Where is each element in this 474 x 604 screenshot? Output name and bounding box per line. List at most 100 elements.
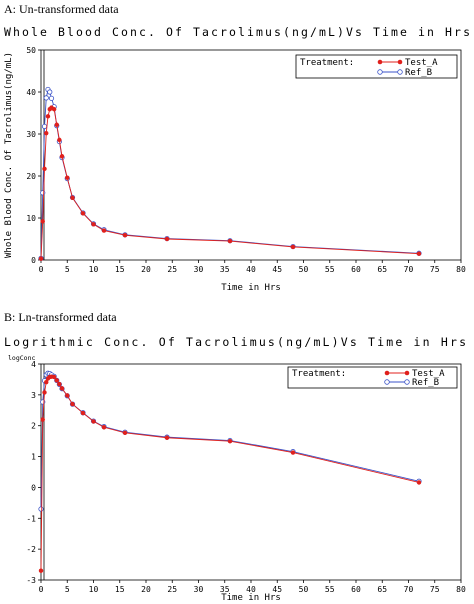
panel-b-y-tick-label: 1 xyxy=(31,453,36,462)
panel-a-x-tick-label: 30 xyxy=(194,265,204,274)
panel-b-x-tick-label: 50 xyxy=(299,585,309,594)
panel-a-x-tick-label: 60 xyxy=(351,265,361,274)
panel-b-x-tick-label: 5 xyxy=(65,585,70,594)
panel-a-legend-marker-test xyxy=(397,59,403,65)
panel-a-point-ref xyxy=(41,123,48,130)
panel-a-point-ref xyxy=(43,95,49,101)
panel-b-title: Logrithmic Conc. Of Tacrolimus(ng/mL)Vs … xyxy=(4,335,466,349)
panel-b-point-test xyxy=(44,380,49,385)
panel-a-legend: Treatment: Test_A Ref_B xyxy=(295,54,458,79)
panel-a-legend-label-test: Test_A xyxy=(405,58,438,68)
panel-a-x-tick-label: 0 xyxy=(39,265,44,274)
panel-a-point-test xyxy=(65,175,70,180)
panel-b-y-tick-label: 0 xyxy=(31,483,36,492)
panel-a-x-tick-label: 50 xyxy=(299,265,309,274)
panel-a-point-test xyxy=(416,251,422,256)
panel-a-legend-marker-test xyxy=(377,59,383,65)
panel-b-point-test xyxy=(290,450,296,455)
panel-b-legend: Treatment: Test_A Ref_B xyxy=(287,366,458,389)
panel-a-point-ref xyxy=(48,95,55,101)
panel-a-point-test xyxy=(290,244,296,250)
panel-b-point-test xyxy=(122,430,128,436)
panel-a-series-line-test xyxy=(40,106,420,259)
panel-a-point-test xyxy=(42,166,47,172)
panel-a-point-test xyxy=(51,107,57,112)
panel-a-y-tick-label: 50 xyxy=(26,46,36,55)
panel-a-point-test xyxy=(80,211,86,216)
panel-b: B: Ln-transformed data Logrithmic Conc. … xyxy=(4,310,466,603)
panel-b-point-test xyxy=(91,419,96,424)
panel-a-x-tick-label: 55 xyxy=(325,265,335,274)
panel-a-x-tick-label: 80 xyxy=(456,265,466,274)
panel-b-series-line-test xyxy=(40,376,420,571)
panel-b-point-test xyxy=(101,425,107,430)
panel-a-label: A: Un-transformed data xyxy=(4,2,119,16)
panel-b-legend-marker-ref xyxy=(404,379,410,385)
panel-b-y-axis-label: logConc xyxy=(8,354,35,362)
panel-a-x-tick-label: 45 xyxy=(272,265,282,274)
panel-a-point-test xyxy=(70,195,75,201)
panel-a-x-tick-label: 25 xyxy=(167,265,177,274)
panel-b-legend-label-test: Test_A xyxy=(412,369,445,379)
panel-b-y-tick-label: 2 xyxy=(31,422,36,431)
panel-a-y-tick-label: 10 xyxy=(26,214,36,223)
panel-a-point-test xyxy=(101,228,107,233)
panel-b-legend-marker-test xyxy=(384,370,390,376)
panel-b-point-test xyxy=(54,378,59,383)
panel-a-y-tick-label: 40 xyxy=(26,88,36,97)
panel-b-legend-marker-ref xyxy=(384,379,390,385)
panel-a-point-test xyxy=(40,219,45,224)
panel-b-y-tick-label: 3 xyxy=(31,391,36,400)
panel-b-point-test xyxy=(416,480,422,485)
panel-a-point-test xyxy=(38,256,44,261)
panel-b-point-test xyxy=(164,435,170,440)
panel-b-y-tick-label: 4 xyxy=(31,360,36,369)
panel-a-y-tick-label: 20 xyxy=(26,172,36,181)
panel-b-x-tick-label: 10 xyxy=(89,585,99,594)
panel-b-x-axis: 0 5 10 15 20 25 30 35 40 45 50 55 60 65 70 75 80 xyxy=(39,580,466,594)
panel-b-x-tick-label: 45 xyxy=(272,585,282,594)
panel-a-x-axis: 0 5 10 15 20 25 30 35 40 45 50 55 60 65 70 75 80 xyxy=(39,260,466,274)
panel-b-x-axis-label: Time in Hrs xyxy=(221,593,281,603)
panel-b-y-axis: -3 -2 -1 0 1 2 3 4 xyxy=(26,360,41,585)
panel-b-y-tick-label: -2 xyxy=(26,545,36,554)
panel-a-point-test xyxy=(54,122,59,127)
panel-b-x-tick-label: 55 xyxy=(325,585,335,594)
panel-b-point-ref xyxy=(38,506,44,512)
panel-a-point-ref xyxy=(47,89,53,95)
panel-a-x-tick-label: 75 xyxy=(430,265,440,274)
panel-a-point-test xyxy=(57,137,62,143)
panel-a-point-test xyxy=(227,238,233,244)
panel-b-point-test xyxy=(80,410,86,416)
panel-a-point-test xyxy=(59,154,65,159)
panel-a-series-line-ref xyxy=(40,88,420,259)
panel-b-point-test xyxy=(42,390,47,395)
panel-a-x-tick-label: 10 xyxy=(89,265,99,274)
panel-b-point-test xyxy=(227,438,233,444)
panel-b-x-tick-label: 20 xyxy=(141,585,151,594)
panel-b-point-test xyxy=(38,568,44,573)
panel-b-legend-title: Treatment: xyxy=(292,369,346,379)
panel-b-y-tick-label: -1 xyxy=(26,514,36,523)
panel-a-x-tick-label: 15 xyxy=(115,265,125,274)
panel-b-x-tick-label: 65 xyxy=(377,585,387,594)
panel-b-x-tick-label: 70 xyxy=(404,585,414,594)
panel-a-point-test xyxy=(122,233,128,238)
panel-a-point-test xyxy=(45,114,51,119)
panel-a-legend-label-ref: Ref_B xyxy=(405,68,432,78)
panel-a-y-tick-label: 0 xyxy=(31,256,36,265)
panel-a-legend-marker-ref xyxy=(377,69,383,75)
panel-b-point-test xyxy=(70,401,75,407)
panel-b-point-test xyxy=(59,386,65,391)
panel-b-x-tick-label: 40 xyxy=(246,585,256,594)
panel-a-x-tick-label: 35 xyxy=(220,265,230,274)
panel-b-point-test xyxy=(65,393,70,398)
panel-a-x-axis-label: Time in Hrs xyxy=(221,283,281,293)
panel-b-series xyxy=(38,370,422,573)
panel-b-point-test xyxy=(40,417,45,422)
panel-a-x-tick-label: 20 xyxy=(141,265,151,274)
panel-b-label: B: Ln-transformed data xyxy=(4,310,117,324)
panel-a-series xyxy=(38,86,422,261)
panel-b-legend-marker-test xyxy=(404,370,410,376)
